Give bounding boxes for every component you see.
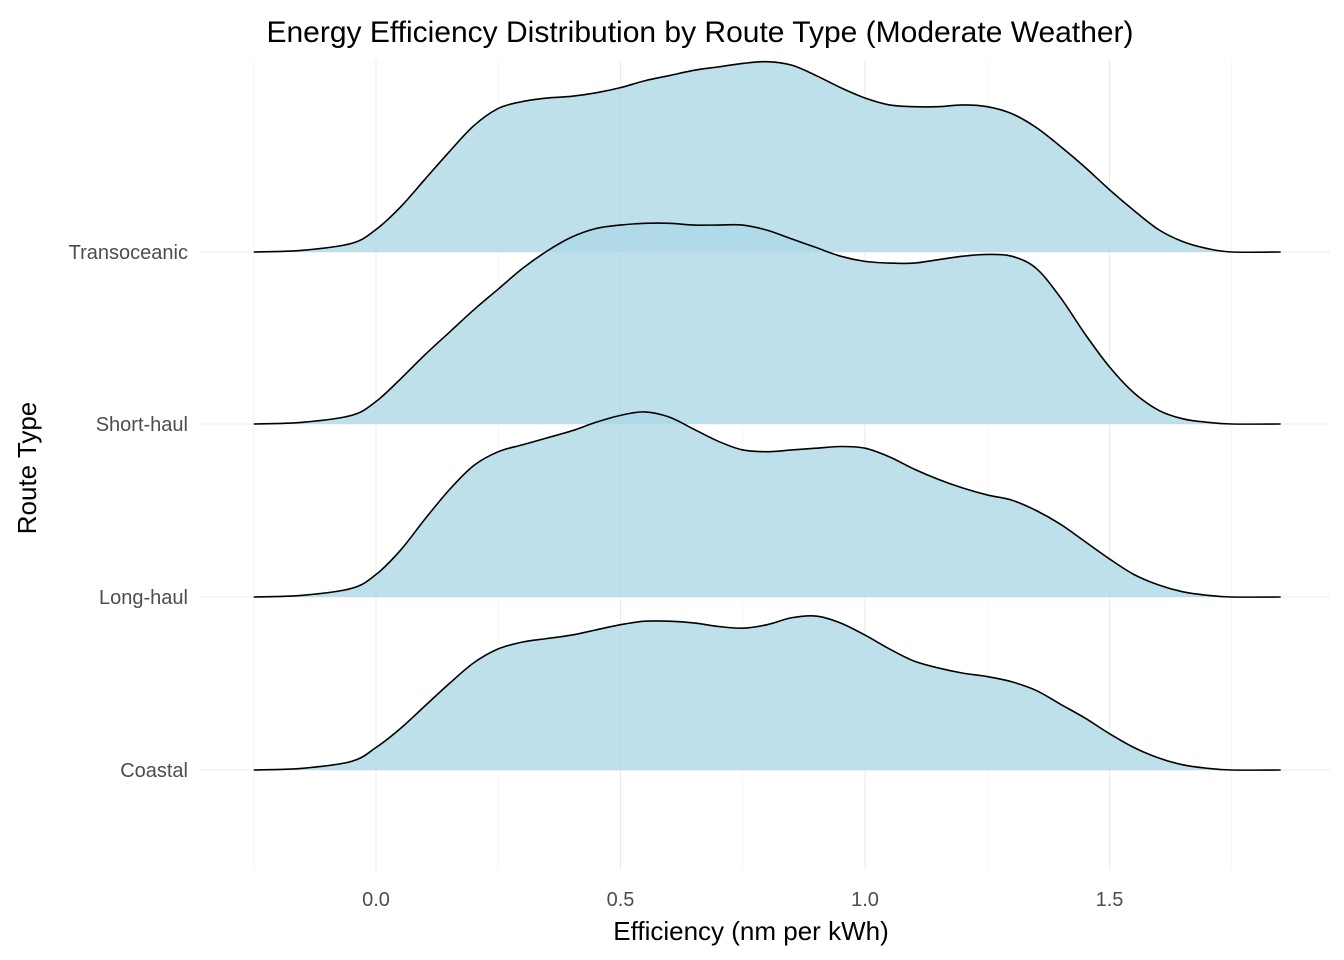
x-tick-label: 0.5 xyxy=(607,889,635,911)
ridge-line-long-haul xyxy=(253,411,1281,598)
x-tick-label: 1.5 xyxy=(1096,889,1124,911)
ridge-short-haul xyxy=(253,222,1281,425)
chart-title: Energy Efficiency Distribution by Route … xyxy=(266,16,1133,49)
x-axis-title: Efficiency (nm per kWh) xyxy=(613,916,888,946)
x-tick-labels: 0.0 0.5 1.0 1.5 xyxy=(362,889,1123,911)
ridge-transoceanic xyxy=(253,60,1281,254)
y-tick-label: Long-haul xyxy=(99,587,188,609)
y-tick-labels: Coastal Long-haul Short-haul Transoceanic xyxy=(69,242,188,782)
y-axis-title: Route Type xyxy=(12,402,42,535)
y-tick-label: Short-haul xyxy=(96,414,188,436)
ridge-line-short-haul xyxy=(253,222,1281,425)
x-tick-label: 1.0 xyxy=(851,889,879,911)
ridge-coastal xyxy=(253,614,1281,771)
ridge-area-coastal xyxy=(253,615,1281,771)
ridge-line-coastal xyxy=(253,614,1281,771)
x-tick-label: 0.0 xyxy=(362,889,390,911)
y-tick-label: Coastal xyxy=(120,760,188,782)
ridge-long-haul xyxy=(253,411,1281,598)
ridge-layer xyxy=(253,60,1281,771)
ridge-area-long-haul xyxy=(253,411,1281,598)
ridge-line-transoceanic xyxy=(253,60,1281,254)
ridge-area-transoceanic xyxy=(253,61,1281,253)
y-tick-label: Transoceanic xyxy=(69,242,188,264)
ridge-area-short-haul xyxy=(253,223,1281,425)
